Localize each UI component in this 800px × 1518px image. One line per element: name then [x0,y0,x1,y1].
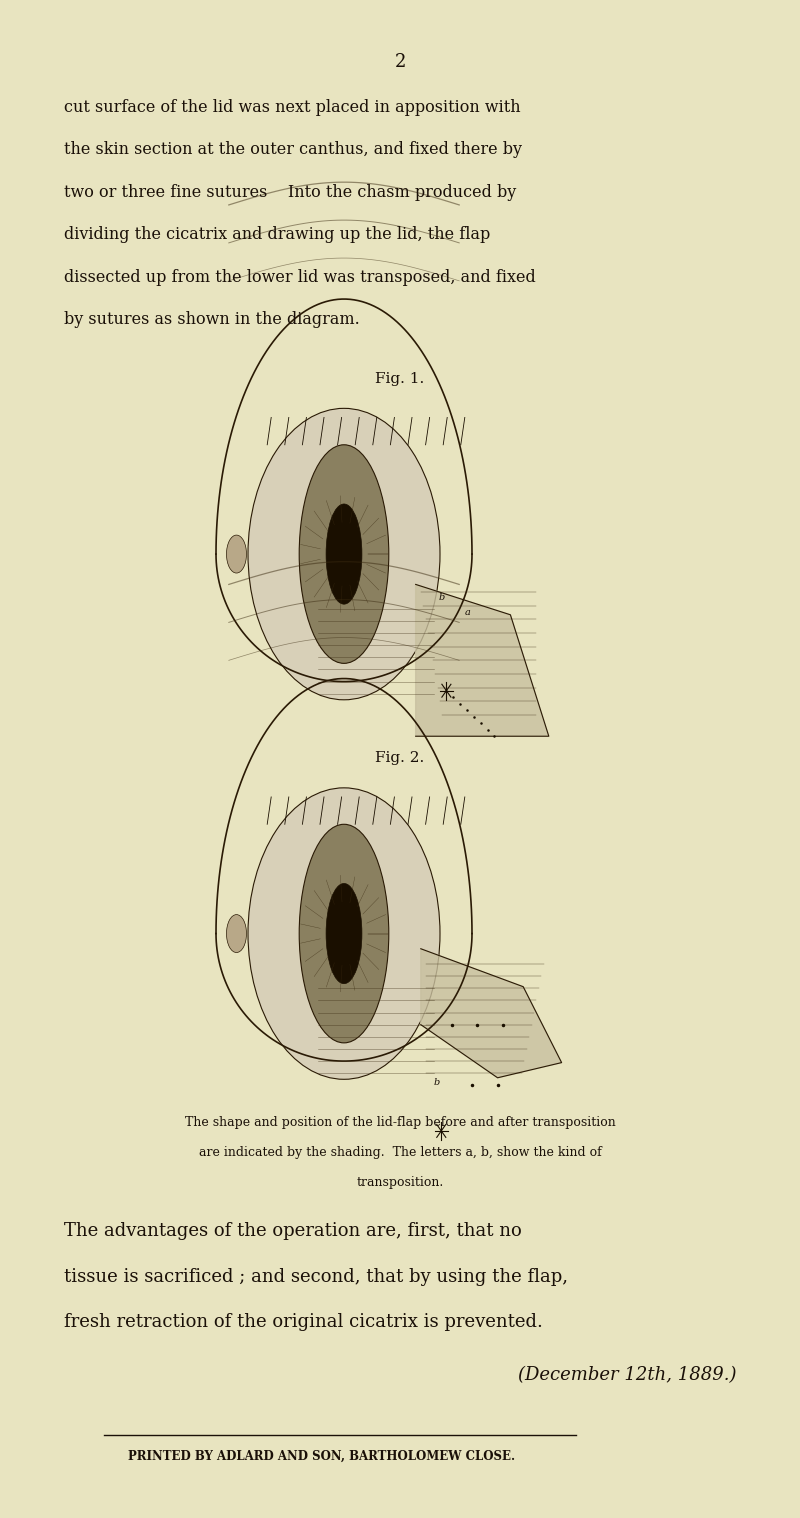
Text: tissue is sacrificed ; and second, that by using the flap,: tissue is sacrificed ; and second, that … [64,1268,568,1286]
Ellipse shape [326,504,362,604]
Text: the skin section at the outer canthus, and fixed there by: the skin section at the outer canthus, a… [64,141,522,158]
Polygon shape [421,949,562,1078]
Text: dividing the cicatrix and drawing up the lid, the flap: dividing the cicatrix and drawing up the… [64,226,490,243]
Text: transposition.: transposition. [356,1176,444,1190]
Ellipse shape [248,788,440,1079]
Text: fresh retraction of the original cicatrix is prevented.: fresh retraction of the original cicatri… [64,1313,543,1331]
Text: Fig. 1.: Fig. 1. [375,372,425,386]
Ellipse shape [326,883,362,984]
Text: by sutures as shown in the diagram.: by sutures as shown in the diagram. [64,311,360,328]
Ellipse shape [226,914,246,953]
Text: a: a [464,607,470,616]
Ellipse shape [226,534,246,572]
Text: 2: 2 [394,53,406,71]
Text: Fig. 2.: Fig. 2. [375,751,425,765]
Text: b: b [438,592,445,601]
Ellipse shape [248,408,440,700]
Text: are indicated by the shading.  The letters a, b, show the kind of: are indicated by the shading. The letter… [198,1146,602,1160]
Text: two or three fine sutures    Into the chasm produced by: two or three fine sutures Into the chasm… [64,184,516,200]
Ellipse shape [299,445,389,663]
Text: The shape and position of the lid-flap before and after transposition: The shape and position of the lid-flap b… [185,1116,615,1129]
Text: dissected up from the lower lid was transposed, and fixed: dissected up from the lower lid was tran… [64,269,536,285]
Text: The advantages of the operation are, first, that no: The advantages of the operation are, fir… [64,1222,522,1240]
Ellipse shape [299,824,389,1043]
Text: PRINTED BY ADLARD AND SON, BARTHOLOMEW CLOSE.: PRINTED BY ADLARD AND SON, BARTHOLOMEW C… [128,1450,515,1463]
Text: cut surface of the lid was next placed in apposition with: cut surface of the lid was next placed i… [64,99,521,115]
Text: (December 12th, 1889.): (December 12th, 1889.) [518,1366,736,1384]
Text: b: b [434,1078,440,1087]
Polygon shape [416,584,549,736]
